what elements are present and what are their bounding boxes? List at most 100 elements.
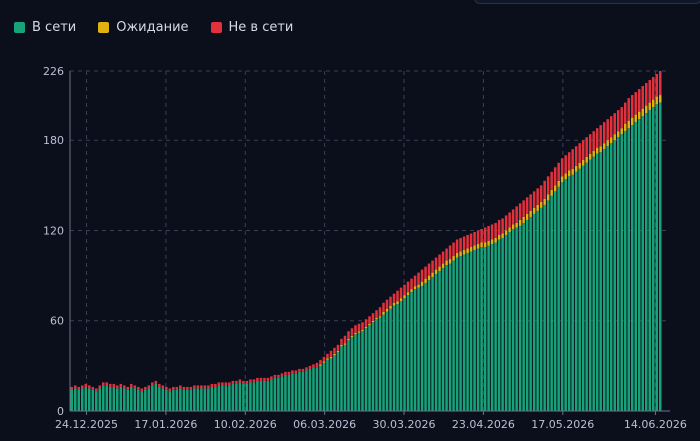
bar-segment-offline [130,383,133,387]
bar-segment-waiting [602,143,606,150]
bar-segment-online [392,305,396,411]
bar-segment-online [291,373,294,411]
bar-segment-offline [599,125,602,147]
bar-segment-online [326,359,329,411]
bar-segment-offline [207,385,210,389]
bar-segment-offline [319,359,322,365]
bar-segment-online [599,152,602,411]
bar-segment-offline [585,137,588,157]
bar-segment-offline [427,263,431,276]
bar-segment-online [203,388,207,411]
bar-segment-online [144,389,147,411]
bar-segment-waiting [354,332,357,335]
bar-segment-waiting [403,295,406,299]
bar-segment-online [137,389,140,411]
bar-segment-waiting [368,323,371,326]
bar-segment-online [473,250,476,411]
bar-segment-online [613,140,616,411]
bar-segment-online [95,391,98,411]
legend-item-offline[interactable]: Не в сети [210,20,293,35]
bar-segment-online [147,388,151,411]
y-tick-label: 226 [43,65,64,78]
legend-item-waiting[interactable]: Ожидание [98,20,189,35]
legend-swatch-online [14,22,25,33]
bar-segment-offline [175,386,179,390]
bar-segment-waiting [564,173,567,180]
bar-segment-online [231,383,235,411]
bar-segment-online [294,373,298,411]
bar-segment-online [630,125,634,411]
bar-segment-offline [361,322,364,330]
bar-segment-online [217,385,221,411]
bar-segment-waiting [371,320,375,323]
bar-segment-online [452,260,455,411]
bar-segment-offline [574,146,578,166]
bar-segment-online [312,367,315,411]
bar-segment-waiting [445,260,448,266]
bar-segment-offline [546,176,550,195]
bar-segment-offline [627,98,630,121]
bar-segment-waiting [347,338,350,341]
bar-segment-offline [200,385,203,389]
bar-segment-offline [553,167,557,186]
bar-segment-offline [305,367,308,371]
bar-segment-online [585,162,588,411]
bar-segment-waiting [571,168,574,175]
bar-segment-waiting [609,137,613,144]
bar-segment-offline [459,237,462,252]
bar-segment-offline [308,365,312,369]
bar-segment-waiting [473,245,476,251]
bar-segment-offline [476,230,480,245]
legend-item-online[interactable]: В сети [14,20,76,35]
bar-segment-offline [490,224,494,240]
bar-segment-waiting [525,213,529,220]
bar-segment-online [284,374,287,411]
bar-segment-offline [140,388,144,392]
bar-segment-waiting [546,194,550,201]
bar-segment-waiting [382,311,385,315]
bar-segment-offline [133,385,137,389]
bar-segment-waiting [413,286,417,290]
bar-segment-waiting [378,316,382,318]
x-tick-label: 30.03.2026 [373,418,436,431]
bar-segment-offline [259,377,263,381]
bar-segment-offline [609,116,613,138]
y-tick-label: 180 [43,134,64,147]
bar-segment-waiting [627,120,630,129]
bar-segment-offline [336,344,340,351]
bar-segment-online [301,371,305,411]
bar-segment-offline [224,382,228,386]
bar-segment-waiting [532,207,536,214]
bar-segment-online [186,389,189,411]
bar-segment-waiting [392,302,396,306]
bar-segment-waiting [592,150,595,157]
x-tick-label: 17.05.2026 [531,418,594,431]
bar-segment-online [196,388,200,411]
y-tick-label: 0 [57,405,64,418]
bar-segment-offline [326,353,329,359]
bar-segment-offline [158,383,161,387]
y-tick-label: 120 [43,224,64,237]
bar-segment-waiting [518,219,522,226]
bar-segment-online [445,265,448,411]
bar-segment-online [602,149,606,411]
bar-segment-online [501,237,504,411]
bar-segment-online [259,380,263,411]
bar-segment-waiting [536,204,539,211]
bar-segment-offline [80,385,84,389]
bar-segment-online [476,248,480,411]
bar-segment-online [102,385,105,411]
bar-segment-waiting [494,237,497,243]
bar-segment-waiting [385,308,389,312]
bar-segment-waiting [567,170,571,177]
bar-segment-online [245,383,249,411]
bar-segment-online [648,110,652,411]
bar-segment-offline [364,319,368,327]
bar-segment-offline [557,162,560,181]
bar-segment-online [287,374,291,411]
bar-segment-offline [487,225,490,241]
bar-segment-online [623,131,627,411]
bar-segment-waiting [434,269,438,275]
bar-segment-online [553,191,557,411]
bar-segment-offline [333,347,336,354]
